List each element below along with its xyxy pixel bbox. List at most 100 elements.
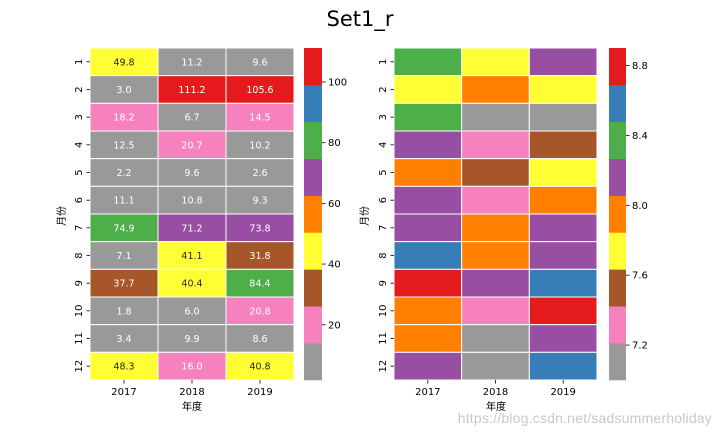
left-cell [157,296,227,326]
left-cell-label: 73.8 [249,223,270,234]
left-colorbar-band [304,306,322,344]
right-colorbar-band [609,158,626,196]
left-cell-label: 37.7 [113,279,134,290]
right-ytick-label: 1 [378,59,389,65]
right-cell [393,47,463,77]
left-cell [225,130,295,160]
left-colorbar-ticks: 20 40 60 80 100 [322,77,347,331]
right-ylabel: 月份 [359,206,371,226]
right-cell [528,296,598,326]
left-ytick-label: 3 [74,114,85,120]
left-ytick-label: 12 [74,360,85,373]
right-colorbar-tick-label: 8.4 [632,131,648,142]
left-cell [89,324,159,353]
right-cell [393,158,463,187]
left-cell [157,158,227,187]
left-ytick-label: 9 [74,280,85,286]
right-cell [461,268,530,298]
left-cell [225,75,295,104]
right-cell [528,47,598,77]
left-cell-label: 105.6 [246,85,273,96]
left-colorbar-band [304,158,322,196]
left-cell-label: 14.5 [249,113,270,124]
right-colorbar-tick-label: 7.2 [632,341,648,352]
left-ylabel: 月份 [56,206,68,226]
right-cell [393,185,463,215]
right-xtick-label: 2017 [415,387,440,398]
left-cell [225,296,295,326]
right-colorbar-band [609,269,626,307]
left-cell [225,241,295,270]
left-cell-label: 9.6 [184,168,199,179]
right-cell [528,351,598,381]
left-cell [89,130,159,160]
left-cell-label: 10.8 [181,196,202,207]
right-cell [461,213,530,243]
right-ytick-label: 6 [378,197,389,203]
left-cell [225,351,295,381]
right-ytick-label: 5 [378,169,389,175]
left-cell-label: 40.4 [181,279,202,290]
left-cell-label: 48.3 [113,362,134,373]
right-cell [393,324,463,353]
left-cell-label: 2.6 [252,168,267,179]
right-colorbar-band [609,48,626,86]
left-cell [89,296,159,326]
left-cell-label: 41.1 [181,251,202,262]
left-ytick-label: 7 [74,225,85,231]
watermark: https://blog.csdn.net/sadsummerholiday [457,410,712,426]
right-colorbar-band [609,306,626,344]
left-colorbar-band [304,121,322,159]
left-cell-label: 6.7 [184,113,199,124]
left-cell [225,185,295,215]
left-heatmap-cells: 49.8 11.2 9.6 3.0 111.2 105.6 18.2 6.7 14.5 12.5 2… [89,47,295,381]
left-ytick-label: 8 [74,252,85,258]
left-colorbar-band [304,343,322,381]
left-ytick-label: 6 [74,197,85,203]
left-xtick-label: 2018 [179,387,204,398]
left-ytick-label: 11 [74,332,85,345]
left-colorbar-band [304,48,322,86]
left-cell-label: 9.6 [252,57,267,68]
right-xtick-label: 2019 [550,387,575,398]
right-colorbar-bands [609,48,626,381]
left-cell-label: 49.8 [113,57,134,68]
left-cell [157,241,227,270]
right-colorbar-tick-label: 8.8 [632,61,648,72]
right-colorbar-ticks: 7.2 7.6 8.0 8.4 8.8 [626,61,648,352]
figure-title: Set1_r [327,7,394,32]
right-cell [461,47,530,77]
left-cell-label: 1.8 [116,306,131,317]
right-ytick-label: 11 [378,332,389,345]
left-cell-label: 84.4 [249,279,270,290]
right-ytick-label: 4 [378,142,389,148]
right-ytick-label: 10 [378,304,389,317]
left-ytick-label: 2 [74,86,85,92]
left-cell [225,213,295,243]
left-colorbar-tick-label: 60 [328,199,341,210]
right-cell [461,130,530,160]
left-cell-label: 11.1 [113,196,134,207]
right-colorbar-band [609,121,626,159]
right-cell [528,324,598,353]
right-cell [393,102,463,132]
left-cell-label: 11.2 [181,57,202,68]
left-colorbar-tick-label: 80 [328,138,341,149]
left-cell-label: 9.3 [252,196,267,207]
left-cell [157,185,227,215]
left-cell-label: 16.0 [181,362,202,373]
left-cell-label: 3.0 [116,85,131,96]
left-cell [157,213,227,243]
left-colorbar-tick-label: 100 [328,77,347,88]
left-cell-label: 6.0 [184,306,199,317]
right-cell [393,130,463,160]
left-cell-label: 3.4 [116,334,131,345]
left-ytick-label: 1 [74,59,85,65]
right-cell [393,268,463,298]
right-cell [393,75,463,104]
right-cell [528,102,598,132]
left-colorbar-tick-label: 40 [328,260,341,271]
